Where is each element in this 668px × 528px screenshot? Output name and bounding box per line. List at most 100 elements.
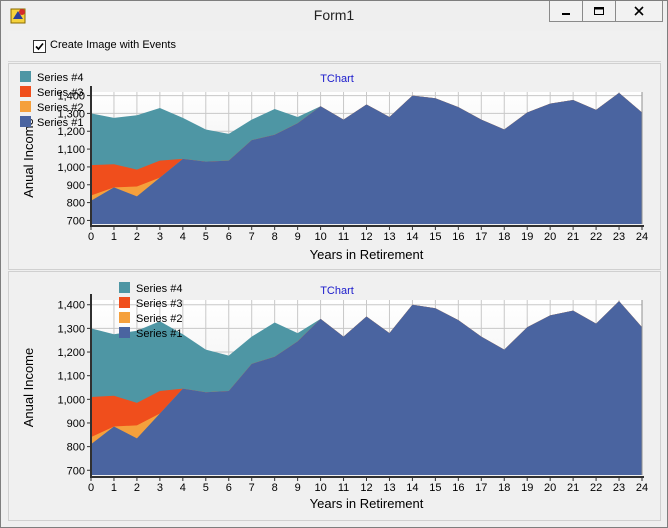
legend-label: Series #3 <box>37 87 83 99</box>
y-tick-label: 1,100 <box>57 144 85 156</box>
x-tick-label: 20 <box>544 231 556 243</box>
x-tick-label: 10 <box>314 482 326 494</box>
y-tick-label: 1,000 <box>57 162 85 174</box>
y-tick-label: 1,400 <box>57 91 85 103</box>
x-tick-label: 5 <box>203 231 209 243</box>
y-tick-label: 1,200 <box>57 347 85 359</box>
legend-swatch <box>20 101 31 112</box>
legend-swatch <box>20 86 31 97</box>
x-tick-label: 18 <box>498 482 510 494</box>
delphi-app-icon[interactable] <box>10 7 28 25</box>
legend-label: Series #1 <box>136 328 182 340</box>
x-tick-label: 22 <box>590 231 602 243</box>
close-icon <box>634 6 644 16</box>
y-tick-label: 800 <box>67 198 85 210</box>
legend-label: Series #4 <box>37 72 83 84</box>
window-controls <box>549 1 663 22</box>
y-tick-label: 1,300 <box>57 323 85 335</box>
x-tick-label: 7 <box>249 231 255 243</box>
maximize-button[interactable] <box>582 1 616 22</box>
x-axis-title: Years in Retirement <box>310 247 424 262</box>
create-image-checkbox[interactable] <box>33 40 46 53</box>
x-tick-label: 11 <box>338 482 349 494</box>
y-tick-label: 1,100 <box>57 371 85 383</box>
x-tick-label: 15 <box>429 231 441 243</box>
x-tick-label: 14 <box>406 482 418 494</box>
chart-panel-bottom[interactable]: 700 800 900 1,000 1,100 1,200 1,300 1,400 0 1 2 3 4 5… <box>8 271 661 521</box>
x-tick-label: 19 <box>521 482 533 494</box>
x-tick-label: 6 <box>226 231 232 243</box>
y-tick-label: 800 <box>67 442 85 454</box>
y-tick-label: 1,400 <box>57 300 85 312</box>
legend-label: Series #1 <box>37 117 83 129</box>
x-tick-label: 4 <box>180 482 186 494</box>
x-tick-label: 2 <box>134 231 140 243</box>
x-tick-label: 7 <box>249 482 255 494</box>
x-tick-label: 15 <box>429 482 441 494</box>
minimize-icon <box>562 13 570 15</box>
legend-swatch <box>119 282 130 293</box>
legend-label: Series #3 <box>136 298 182 310</box>
x-tick-label: 19 <box>521 231 533 243</box>
legend-label: Series #2 <box>37 102 83 114</box>
area-series-1 <box>91 301 642 475</box>
x-tick-label: 12 <box>360 482 372 494</box>
x-tick-label: 5 <box>203 482 209 494</box>
legend-swatch <box>119 327 130 338</box>
x-tick-label: 23 <box>613 231 625 243</box>
legend-swatch <box>119 312 130 323</box>
title-bar[interactable]: Form1 <box>1 1 667 30</box>
x-tick-label: 9 <box>295 231 301 243</box>
legend-swatch <box>119 297 130 308</box>
x-tick-label: 4 <box>180 231 186 243</box>
x-tick-label: 8 <box>272 482 278 494</box>
x-tick-label: 17 <box>475 231 487 243</box>
window-title: Form1 <box>313 7 355 23</box>
legend-swatch <box>20 116 31 127</box>
y-tick-label: 1,300 <box>57 108 85 120</box>
x-tick-label: 24 <box>636 231 648 243</box>
x-tick-label: 13 <box>383 231 395 243</box>
x-tick-label: 16 <box>452 231 464 243</box>
checkmark-icon <box>35 42 44 51</box>
area-series-1 <box>91 92 642 224</box>
legend-label: Series #2 <box>136 313 182 325</box>
x-tick-label: 3 <box>157 482 163 494</box>
create-image-label: Create Image with Events <box>50 39 176 51</box>
x-tick-label: 10 <box>314 231 326 243</box>
chart-panel-top[interactable]: 700 800 900 1,000 1,100 1,200 1,300 1,400 0 1 2 3 4 5… <box>8 63 661 270</box>
chart-title: TChart <box>320 285 354 297</box>
legend-swatch <box>20 71 31 82</box>
options-bar: Create Image with Events <box>8 31 661 62</box>
x-tick-label: 18 <box>498 231 510 243</box>
y-tick-label: 900 <box>67 418 85 430</box>
close-button[interactable] <box>615 1 663 22</box>
x-tick-label: 16 <box>452 482 464 494</box>
y-axis-title: Anual Income <box>21 348 36 428</box>
x-tick-label: 3 <box>157 231 163 243</box>
y-axis-title: Anual Income <box>21 118 36 198</box>
x-tick-label: 1 <box>111 482 117 494</box>
x-tick-label: 11 <box>338 231 349 243</box>
x-axis-title: Years in Retirement <box>310 496 424 511</box>
x-tick-label: 1 <box>111 231 117 243</box>
x-tick-label: 22 <box>590 482 602 494</box>
y-tick-label: 1,200 <box>57 126 85 138</box>
maximize-icon <box>594 7 604 15</box>
minimize-button[interactable] <box>549 1 583 22</box>
x-tick-label: 6 <box>226 482 232 494</box>
y-tick-label: 1,000 <box>57 394 85 406</box>
x-tick-label: 24 <box>636 482 648 494</box>
x-tick-label: 0 <box>88 482 94 494</box>
y-tick-label: 700 <box>67 215 85 227</box>
y-tick-label: 700 <box>67 465 85 477</box>
x-tick-label: 17 <box>475 482 487 494</box>
x-tick-label: 9 <box>295 482 301 494</box>
x-tick-label: 0 <box>88 231 94 243</box>
x-tick-label: 21 <box>567 231 579 243</box>
x-tick-label: 14 <box>406 231 418 243</box>
x-tick-label: 2 <box>134 482 140 494</box>
